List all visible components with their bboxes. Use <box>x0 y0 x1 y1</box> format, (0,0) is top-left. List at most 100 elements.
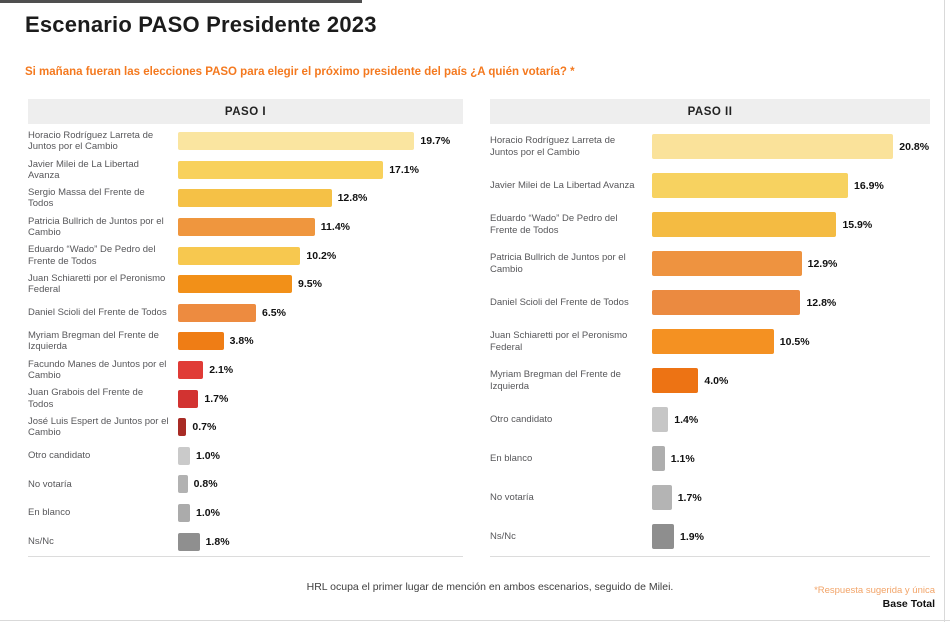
candidate-label: Myriam Bregman del Frente de Izquierda <box>490 369 621 392</box>
chart-row: Patricia Bullrich de Juntos por el Cambi… <box>490 244 930 283</box>
candidate-label: En blanco <box>490 452 533 464</box>
bar <box>178 189 332 208</box>
chart-row: Facundo Manes de Juntos por el Cambio 2.1… <box>28 356 463 385</box>
candidate-label: Daniel Scioli del Frente de Todos <box>28 307 167 319</box>
candidate-label: Facundo Manes de Juntos por el Cambio <box>28 358 167 382</box>
survey-question: Si mañana fueran las elecciones PASO par… <box>25 66 575 78</box>
bar <box>178 532 200 551</box>
value-label: 11.4% <box>320 221 350 234</box>
value-label: 1.9% <box>680 530 704 543</box>
value-label: 12.8% <box>337 192 368 205</box>
candidate-label: Patricia Bullrich de Juntos por el Cambi… <box>28 215 164 239</box>
bar-rows: Horacio Rodríguez Larreta de Juntos por … <box>28 127 463 556</box>
bar <box>178 504 190 523</box>
chart-row: Juan Schiaretti por el Peronismo Federal… <box>28 270 463 299</box>
candidate-label: Myriam Bregman del Frente de Izquierda <box>28 330 159 353</box>
bar <box>178 160 384 179</box>
bar <box>652 446 665 471</box>
value-label: 10.2% <box>306 249 337 262</box>
chart-row: Ns/Nc 1.8% <box>28 527 463 556</box>
chart-row: Eduardo “Wado” De Pedro del Frente de To… <box>28 241 463 270</box>
candidate-label: Juan Schiaretti por el Peronismo Federal <box>490 330 628 353</box>
value-label: 1.8% <box>205 535 230 548</box>
bar <box>178 418 187 437</box>
bar <box>178 275 292 294</box>
chart-row: Otro candidato 1.0% <box>28 442 463 471</box>
candidate-label: Patricia Bullrich de Juntos por el Cambi… <box>490 252 626 275</box>
candidate-label: No votaría <box>490 491 534 503</box>
candidate-label: Sergio Massa del Frente de Todos <box>28 187 145 210</box>
value-label: 15.9% <box>842 218 873 231</box>
chart-row: Eduardo “Wado” De Pedro del Frente de To… <box>490 205 930 244</box>
chart-row: Daniel Scioli del Frente de Todos 6.5% <box>28 299 463 328</box>
value-label: 9.5% <box>298 278 322 291</box>
bar <box>652 368 699 393</box>
value-label: 1.7% <box>204 392 229 405</box>
chart-row: Sergio Massa del Frente de Todos 12.8% <box>28 184 463 213</box>
chart-row: Daniel Scioli del Frente de Todos 12.8% <box>490 283 930 322</box>
base-total-label: Base Total <box>882 598 935 610</box>
bar <box>178 475 188 494</box>
panel-header: PASO II <box>490 99 930 124</box>
bar <box>178 446 190 465</box>
chart-row: Javier Milei de La Libertad Avanza 17.1% <box>28 156 463 185</box>
value-label: 1.0% <box>196 507 220 520</box>
bottom-border <box>0 620 950 621</box>
candidate-label: Daniel Scioli del Frente de Todos <box>490 296 629 308</box>
candidate-label: Juan Grabois del Frente de Todos <box>28 387 144 410</box>
chart-row: En blanco 1.1% <box>490 439 930 478</box>
candidate-label: Horacio Rodríguez Larreta de Juntos por … <box>28 129 154 153</box>
chart-row: En blanco 1.0% <box>28 499 463 528</box>
footnote-block: *Respuesta sugerida y única Base Total <box>814 585 935 610</box>
top-divider <box>0 0 362 3</box>
bar <box>652 251 802 276</box>
bar <box>178 246 301 265</box>
chart-row: Javier Milei de La Libertad Avanza 16.9% <box>490 166 930 205</box>
value-label: 19.7% <box>420 135 451 148</box>
bar <box>652 407 669 432</box>
value-label: 1.1% <box>670 452 695 465</box>
candidate-label: No votaría <box>28 478 72 490</box>
bar <box>178 218 315 237</box>
value-label: 6.5% <box>262 306 286 319</box>
chart-row: Juan Grabois del Frente de Todos 1.7% <box>28 384 463 413</box>
candidate-label: Ns/Nc <box>28 535 54 547</box>
bar <box>178 132 415 151</box>
chart-row: Ns/Nc 1.9% <box>490 517 930 556</box>
bar-rows: Horacio Rodríguez Larreta de Juntos por … <box>490 127 930 556</box>
value-label: 2.1% <box>209 364 234 377</box>
footnote-response: *Respuesta sugerida y única <box>814 585 935 596</box>
value-label: 12.9% <box>807 257 838 270</box>
bar <box>652 329 774 354</box>
value-label: 10.5% <box>779 335 810 348</box>
chart-row: Horacio Rodríguez Larreta de Juntos por … <box>28 127 463 156</box>
candidate-label: Javier Milei de La Libertad Avanza <box>28 158 139 181</box>
chart-row: No votaría 1.7% <box>490 478 930 517</box>
candidate-label: Eduardo “Wado” De Pedro del Frente de To… <box>28 244 156 267</box>
bar <box>652 485 672 510</box>
chart-row: Myriam Bregman del Frente de Izquierda 4.… <box>490 361 930 400</box>
value-label: 0.8% <box>193 478 218 491</box>
value-label: 1.4% <box>674 413 699 426</box>
bar <box>178 361 204 380</box>
bar <box>178 332 224 351</box>
candidate-label: Horacio Rodríguez Larreta de Juntos por … <box>490 135 616 158</box>
candidate-label: Eduardo “Wado” De Pedro del Frente de To… <box>490 213 618 236</box>
chart-row: Otro candidato 1.4% <box>490 400 930 439</box>
bar <box>652 524 675 549</box>
bar <box>652 290 801 315</box>
chart-row: Horacio Rodríguez Larreta de Juntos por … <box>490 127 930 166</box>
value-label: 4.0% <box>704 374 729 387</box>
chart-row: Myriam Bregman del Frente de Izquierda 3.… <box>28 327 463 356</box>
value-label: 20.8% <box>899 140 930 153</box>
value-label: 1.7% <box>677 491 702 504</box>
chart-panel-paso-i: PASO I Horacio Rodríguez Larreta de Junto… <box>28 99 463 557</box>
bar <box>178 303 256 322</box>
value-label: 3.8% <box>229 335 254 348</box>
chart-panel-paso-ii: PASO II Horacio Rodríguez Larreta de Junt… <box>490 99 930 557</box>
value-label: 16.9% <box>854 179 884 192</box>
chart-row: Patricia Bullrich de Juntos por el Cambi… <box>28 213 463 242</box>
page-title: Escenario PASO Presidente 2023 <box>25 12 377 37</box>
candidate-label: En blanco <box>28 507 71 519</box>
candidate-label: Ns/Nc <box>490 530 516 542</box>
